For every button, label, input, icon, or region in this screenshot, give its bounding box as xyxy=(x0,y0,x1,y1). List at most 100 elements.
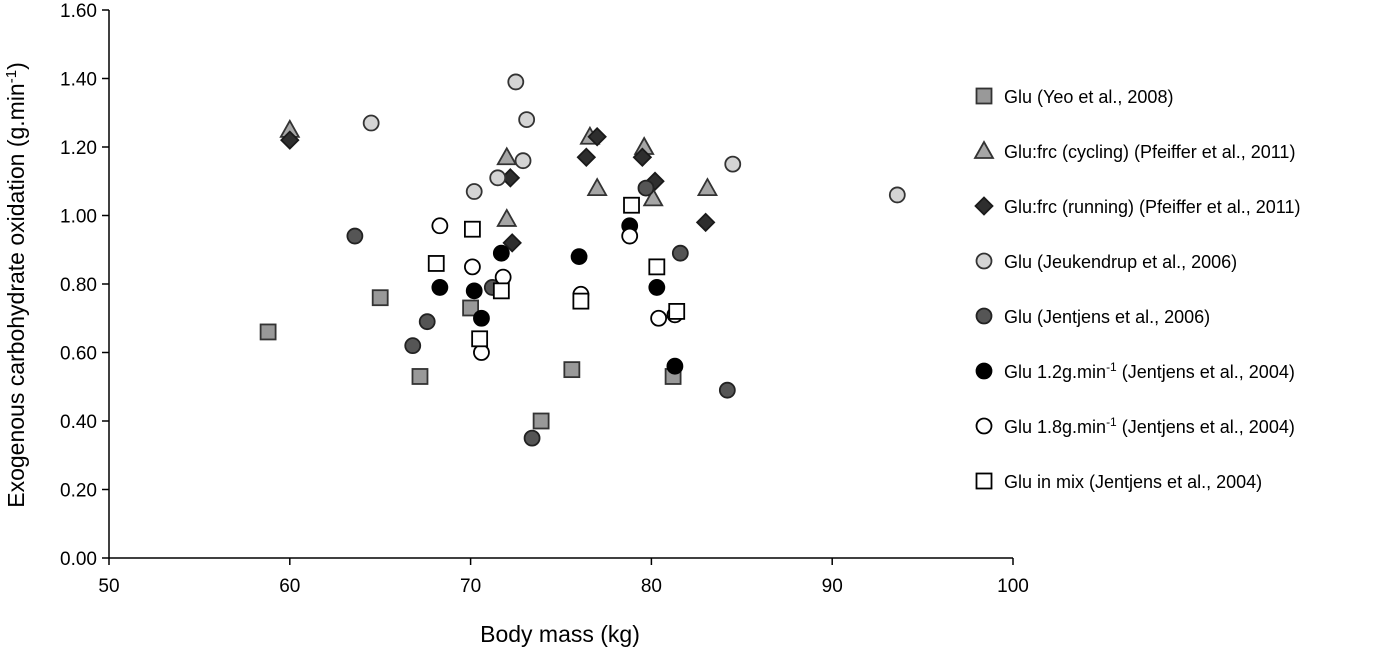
data-point xyxy=(576,147,597,168)
data-point xyxy=(473,309,490,327)
data-point xyxy=(637,179,655,197)
data-point xyxy=(494,268,512,286)
data-point xyxy=(431,217,449,235)
data-point xyxy=(666,357,684,375)
data-point xyxy=(632,147,653,168)
legend-label: Glu (Yeo et al., 2008) xyxy=(1004,87,1173,107)
data-point xyxy=(371,289,389,307)
data-point xyxy=(623,196,640,214)
data-point xyxy=(492,244,510,262)
data-point xyxy=(362,114,380,132)
x-axis-title: Body mass (kg) xyxy=(480,621,640,647)
data-point xyxy=(532,412,550,430)
data-point xyxy=(724,155,742,173)
y-tick-label: 1.20 xyxy=(60,138,97,159)
legend-label: Glu (Jeukendrup et al., 2006) xyxy=(1004,252,1237,272)
series-2 xyxy=(280,126,716,253)
data-point xyxy=(259,323,277,341)
x-tick-label: 100 xyxy=(997,576,1029,597)
series-3 xyxy=(362,73,906,204)
legend-item-0: Glu (Yeo et al., 2008) xyxy=(975,87,1173,107)
y-tick-label: 0.40 xyxy=(60,412,97,433)
data-point xyxy=(418,313,436,331)
y-axis-title-tail: ) xyxy=(3,62,29,70)
legend-label: Glu in mix (Jentjens et al., 2004) xyxy=(1004,472,1262,492)
y-axis-title-superscript: -1 xyxy=(3,70,20,83)
legend-item-5: Glu 1.2g.min-1 (Jentjens et al., 2004) xyxy=(975,360,1295,382)
data-point xyxy=(280,130,300,150)
legend-marker xyxy=(973,140,995,159)
legend-marker xyxy=(975,472,993,490)
data-point xyxy=(696,177,718,197)
legend-item-1: Glu:frc (cycling) (Pfeiffer et al., 2011… xyxy=(973,140,1295,162)
x-tick-label: 60 xyxy=(279,576,300,597)
data-point xyxy=(570,248,588,266)
data-point xyxy=(671,244,689,262)
data-point xyxy=(502,233,522,253)
data-point xyxy=(888,186,906,204)
data-point xyxy=(427,255,445,272)
axes: 0.00 0.20 0.40 0.60 0.80 1.00 1.20 1.40 1.60 50 60… xyxy=(60,1,1029,597)
data-point xyxy=(642,187,664,207)
legend-label: Glu:frc (cycling) (Pfeiffer et al., 2011… xyxy=(1004,142,1295,162)
data-point xyxy=(668,302,686,320)
series-0 xyxy=(259,289,682,430)
legend-marker xyxy=(974,196,994,216)
data-point xyxy=(648,258,666,276)
data-point xyxy=(514,152,532,170)
data-point xyxy=(473,344,490,361)
y-tick-label: 0.60 xyxy=(60,344,97,365)
data-point xyxy=(650,309,668,327)
data-point xyxy=(587,126,607,147)
data-point xyxy=(572,292,590,310)
x-tick-label: 80 xyxy=(641,576,662,597)
x-tick-label: 50 xyxy=(98,576,119,597)
legend-item-7: Glu in mix (Jentjens et al., 2004) xyxy=(975,472,1262,492)
data-point xyxy=(471,330,489,348)
series-7 xyxy=(427,196,686,348)
y-tick-label: 0.20 xyxy=(60,481,97,502)
data-point xyxy=(518,111,536,128)
legend-marker xyxy=(975,307,993,325)
data-point xyxy=(563,361,581,379)
legend-label: Glu (Jentjens et al., 2006) xyxy=(1004,307,1210,327)
legend-item-6: Glu 1.8g.min-1 (Jentjens et al., 2004) xyxy=(975,415,1295,437)
y-tick-label: 1.60 xyxy=(60,1,97,22)
legend-marker xyxy=(975,417,993,435)
legend-marker xyxy=(975,362,993,380)
data-point xyxy=(695,212,716,233)
data-point xyxy=(465,183,483,200)
data-point xyxy=(464,258,481,276)
legend-label: Glu 1.2g.min-1 (Jentjens et al., 2004) xyxy=(1004,360,1295,382)
x-tick-label: 90 xyxy=(822,576,843,597)
series-5 xyxy=(431,217,684,375)
y-tick-label: 1.00 xyxy=(60,207,97,228)
data-point xyxy=(462,299,480,317)
data-point xyxy=(465,282,483,300)
legend-item-4: Glu (Jentjens et al., 2006) xyxy=(975,307,1210,327)
data-point xyxy=(464,220,481,238)
y-axis-title-main: Exogenous carbohydrate oxidation (g.min xyxy=(3,83,29,507)
data-point xyxy=(411,368,429,385)
data-point xyxy=(718,381,736,399)
y-tick-label: 0.80 xyxy=(60,275,97,296)
data-point xyxy=(523,429,541,447)
y-tick-label: 1.40 xyxy=(60,70,97,91)
data-point xyxy=(346,227,364,245)
data-point xyxy=(496,146,518,166)
legend-label: Glu:frc (running) (Pfeiffer et al., 2011… xyxy=(1004,197,1300,217)
data-point xyxy=(489,169,507,187)
legend: Glu (Yeo et al., 2008) Glu:frc (cycling) … xyxy=(973,87,1300,492)
y-tick-label: 0.00 xyxy=(60,549,97,570)
legend-item-3: Glu (Jeukendrup et al., 2006) xyxy=(975,252,1237,272)
x-tick-label: 70 xyxy=(460,576,481,597)
data-point xyxy=(621,227,639,245)
data-points xyxy=(259,73,906,447)
data-point xyxy=(586,177,608,197)
data-point xyxy=(648,279,666,296)
data-point xyxy=(404,337,422,355)
legend-item-2: Glu:frc (running) (Pfeiffer et al., 2011… xyxy=(974,196,1300,217)
y-axis-title: Exogenous carbohydrate oxidation (g.min-… xyxy=(3,62,29,508)
